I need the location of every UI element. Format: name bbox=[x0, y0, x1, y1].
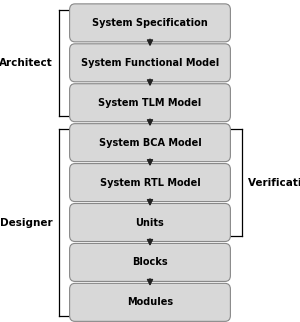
Text: Blocks: Blocks bbox=[132, 257, 168, 268]
Text: Verification Engineer: Verification Engineer bbox=[248, 177, 300, 188]
FancyBboxPatch shape bbox=[70, 4, 230, 42]
Text: Modules: Modules bbox=[127, 297, 173, 308]
FancyBboxPatch shape bbox=[70, 84, 230, 122]
Text: System Functional Model: System Functional Model bbox=[81, 58, 219, 68]
Text: System TLM Model: System TLM Model bbox=[98, 98, 202, 108]
FancyBboxPatch shape bbox=[70, 164, 230, 202]
Text: Architect: Architect bbox=[0, 58, 52, 68]
Text: Designer: Designer bbox=[0, 217, 52, 228]
FancyBboxPatch shape bbox=[70, 44, 230, 82]
FancyBboxPatch shape bbox=[70, 124, 230, 162]
Text: System BCA Model: System BCA Model bbox=[99, 137, 201, 148]
FancyBboxPatch shape bbox=[70, 283, 230, 321]
FancyBboxPatch shape bbox=[70, 243, 230, 281]
Text: System RTL Model: System RTL Model bbox=[100, 177, 200, 188]
Text: Units: Units bbox=[136, 217, 164, 228]
FancyBboxPatch shape bbox=[70, 204, 230, 242]
Text: System Specification: System Specification bbox=[92, 18, 208, 28]
